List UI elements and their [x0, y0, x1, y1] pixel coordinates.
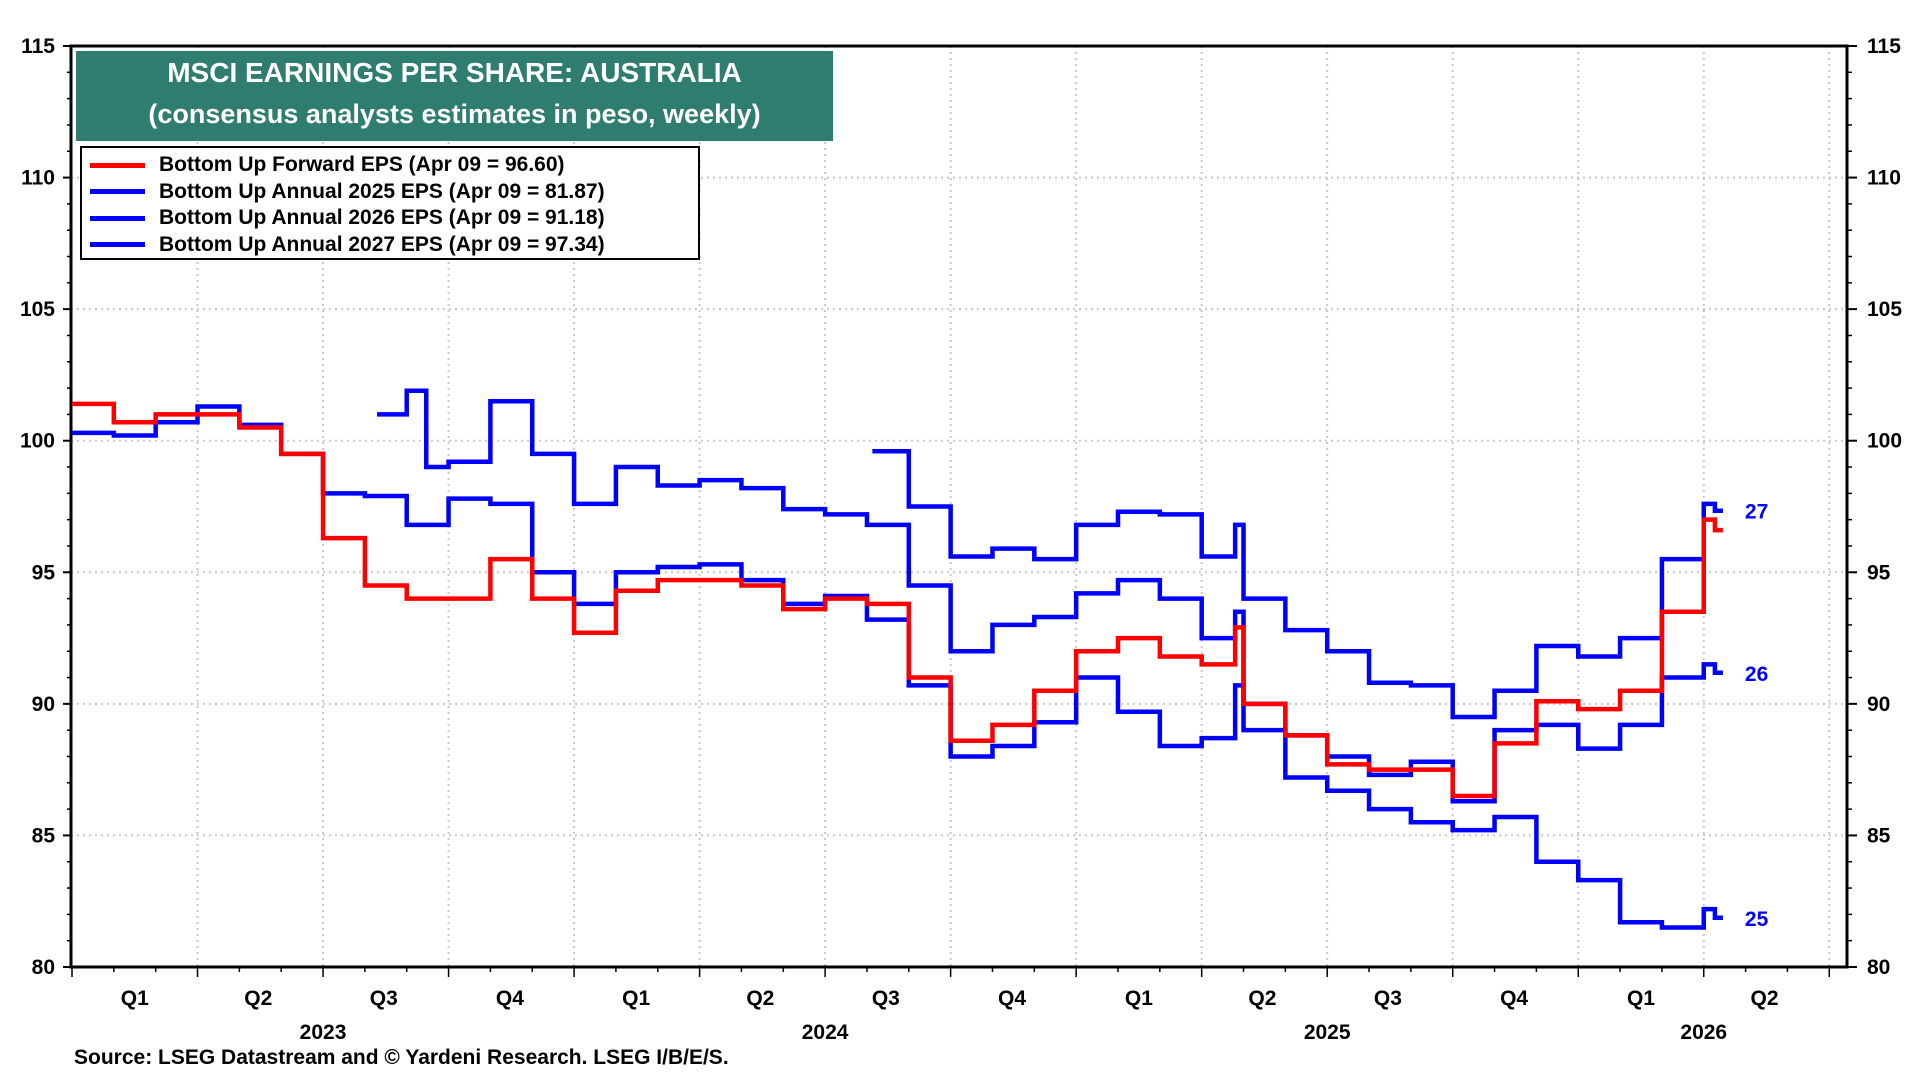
legend-item-2025: Bottom Up Annual 2025 EPS (Apr 09 = 81.8…	[90, 179, 698, 206]
legend-label: Bottom Up Forward EPS (Apr 09 = 96.60)	[159, 153, 565, 177]
x-year-label: 2024	[802, 1021, 849, 1044]
legend-label: Bottom Up Annual 2026 EPS (Apr 09 = 91.1…	[159, 206, 605, 230]
x-quarter-label: Q4	[1500, 987, 1528, 1010]
y-tick-label-left: 115	[21, 35, 55, 58]
series-line-forward	[72, 401, 1723, 799]
chart-subtitle: (consensus analysts estimates in peso, w…	[148, 99, 761, 129]
y-tick-label-left: 90	[32, 693, 55, 716]
series-end-label: 27	[1745, 501, 1768, 524]
x-quarter-label: Q2	[244, 987, 272, 1010]
y-tick-label-left: 95	[32, 561, 56, 584]
x-year-label: 2025	[1304, 1021, 1351, 1044]
legend-label: Bottom Up Annual 2025 EPS (Apr 09 = 81.8…	[159, 179, 605, 203]
y-tick-label-right: 105	[1867, 298, 1902, 321]
y-tick-label-right: 80	[1867, 956, 1890, 979]
x-quarter-label: Q3	[1374, 987, 1402, 1010]
legend-label: Bottom Up Annual 2027 EPS (Apr 09 = 97.3…	[159, 232, 605, 256]
legend-item-2026: Bottom Up Annual 2026 EPS (Apr 09 = 91.1…	[90, 205, 698, 232]
x-quarter-label: Q1	[622, 987, 650, 1010]
chart-title-box: MSCI EARNINGS PER SHARE: AUSTRALIA (cons…	[76, 51, 833, 141]
y-tick-label-left: 100	[20, 430, 55, 453]
legend: Bottom Up Forward EPS (Apr 09 = 96.60) B…	[80, 146, 700, 260]
y-tick-label-right: 85	[1867, 824, 1891, 847]
x-year-label: 2023	[300, 1021, 347, 1044]
plot-frame	[69, 44, 1849, 969]
x-quarter-label: Q2	[1248, 987, 1276, 1010]
y-tick-label-right: 110	[1867, 167, 1901, 190]
series-line-26	[377, 388, 1723, 804]
x-quarter-label: Q4	[496, 987, 524, 1010]
legend-item-forward: Bottom Up Forward EPS (Apr 09 = 96.60)	[90, 152, 698, 179]
x-quarter-label: Q3	[370, 987, 398, 1010]
series-end-label: 26	[1745, 663, 1768, 686]
x-quarter-label: Q3	[872, 987, 900, 1010]
series-end-label: 25	[1745, 908, 1769, 931]
x-quarter-label: Q1	[1125, 987, 1153, 1010]
y-tick-label-right: 115	[1867, 35, 1901, 58]
x-quarter-label: Q4	[998, 987, 1026, 1010]
x-quarter-label: Q1	[121, 987, 149, 1010]
y-tick-label-left: 110	[21, 167, 55, 190]
chart-title: MSCI EARNINGS PER SHARE: AUSTRALIA	[167, 57, 742, 88]
y-tick-label-left: 105	[20, 298, 55, 321]
legend-swatch	[90, 162, 145, 168]
legend-swatch	[90, 242, 145, 248]
legend-item-2027: Bottom Up Annual 2027 EPS (Apr 09 = 97.3…	[90, 232, 698, 259]
x-quarter-label: Q2	[1750, 987, 1778, 1010]
series-line-25	[72, 404, 1723, 930]
y-tick-label-right: 90	[1867, 693, 1890, 716]
series-line-27	[872, 448, 1723, 720]
y-tick-label-left: 80	[32, 956, 55, 979]
x-quarter-label: Q2	[746, 987, 774, 1010]
x-year-label: 2026	[1680, 1021, 1727, 1044]
source-note: Source: LSEG Datastream and © Yardeni Re…	[74, 1046, 729, 1069]
legend-swatch	[90, 189, 145, 195]
x-quarter-label: Q1	[1627, 987, 1655, 1010]
legend-swatch	[90, 215, 145, 221]
y-tick-label-right: 95	[1867, 561, 1891, 584]
y-tick-label-left: 85	[32, 824, 56, 847]
y-tick-label-right: 100	[1867, 430, 1902, 453]
